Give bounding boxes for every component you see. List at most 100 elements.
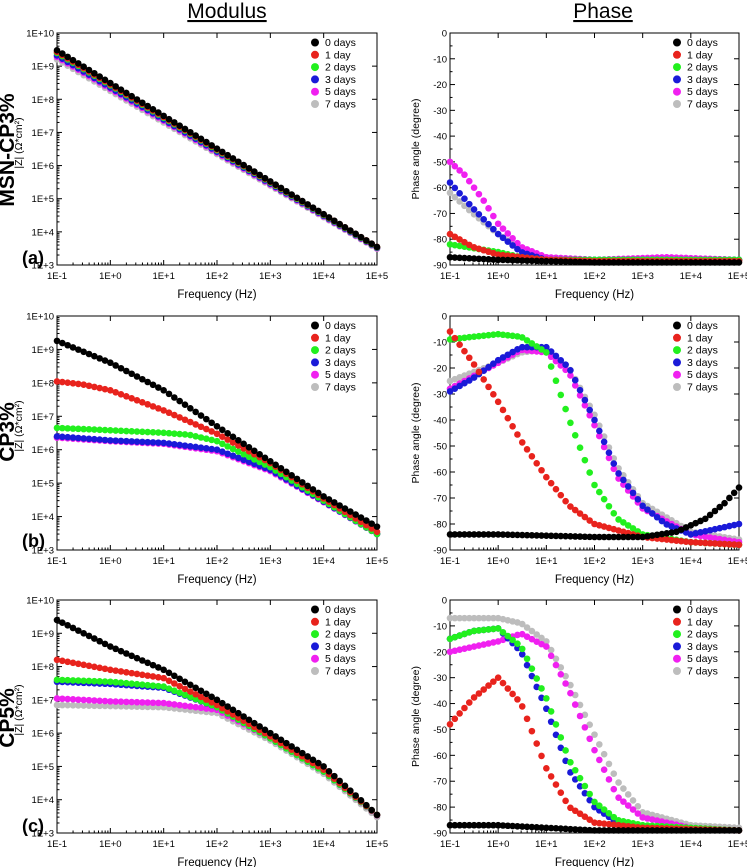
legend-label: 1 day [325,49,351,61]
data-point [485,821,492,829]
data-point [610,465,618,473]
data-point [567,804,574,812]
data-point [309,204,317,211]
data-point [341,505,349,512]
data-point [144,428,151,436]
data-point [85,350,93,358]
data-point [245,453,253,461]
data-point [557,670,565,678]
data-point [197,444,205,451]
data-point [677,537,685,545]
data-point [96,702,103,710]
data-point [605,502,613,510]
x-axis-label: Frequency (Hz) [177,574,256,586]
data-point [639,259,646,266]
data-point [581,813,589,821]
data-point [523,661,531,669]
data-point [605,776,613,783]
data-point [181,431,189,438]
data-point [456,382,463,390]
data-point [610,813,618,821]
data-point [494,256,502,264]
data-point [668,536,675,544]
y-tick-label: 0 [442,596,447,607]
data-point [605,444,613,451]
data-point [203,138,210,146]
data-point [620,476,627,484]
data-point [465,254,473,262]
data-point [160,407,167,414]
data-point [620,827,627,834]
x-tick-label: 1E+4 [680,271,702,282]
legend-marker [311,654,319,663]
data-point [224,707,231,715]
data-point [299,197,306,205]
data-point [456,335,463,342]
data-point [213,145,221,152]
data-point [620,798,627,805]
data-point [139,681,146,688]
legend-marker [673,333,681,342]
data-point [341,782,349,790]
legend-marker [673,642,681,651]
data-point [682,538,690,545]
data-point [149,439,157,446]
data-point [80,348,87,356]
data-point [480,332,488,339]
data-point [518,703,526,710]
data-point [567,689,574,697]
data-point [586,258,593,266]
data-point [552,258,560,265]
data-point [615,470,622,477]
data-point [600,820,608,827]
data-point [465,699,473,706]
data-point [69,677,77,684]
data-point [624,483,632,490]
data-point [451,254,459,261]
data-point [107,702,114,710]
data-point [357,514,365,521]
data-point [64,658,71,666]
data-point [644,506,651,513]
data-point [610,455,618,462]
data-point [75,696,82,703]
data-point [160,683,167,690]
data-point [171,680,178,687]
data-point [149,106,157,113]
row-sample-label: CP5% [0,688,19,748]
data-point [59,433,66,441]
y-tick-label: 1E+8 [32,662,54,673]
x-tick-label: 1E-1 [440,556,460,567]
data-point [581,533,589,541]
data-point [547,652,555,660]
data-point [59,424,66,432]
data-point [456,198,463,205]
data-point [363,517,370,524]
y-tick-label: 1E+4 [32,795,54,806]
x-tick-label: 1E-1 [47,556,67,567]
data-point [533,343,540,350]
legend-marker [311,63,319,72]
x-tick-label: 1E+1 [535,556,557,567]
legend-label: 7 days [325,382,356,394]
data-point [101,385,109,393]
data-point [494,251,502,258]
phase-plot-1: 1E-1 1E+0 1E+1 1E+2 1E+3 1E+4 1E+5 Frequency (H… [410,312,747,587]
data-point [701,827,709,834]
data-point [181,442,189,449]
legend-label: 5 days [687,653,718,665]
data-point [567,366,574,374]
data-point [85,702,93,709]
data-point [373,523,381,530]
data-point [716,540,724,548]
data-point [504,331,512,339]
data-point [341,224,349,231]
y-tick-label: -90 [433,546,447,557]
data-point [615,794,622,801]
data-point [139,428,146,436]
data-point [155,439,162,446]
data-point [155,429,162,436]
data-point [629,827,637,834]
x-tick-label: 1E+4 [312,839,334,850]
series-0-days [446,253,743,266]
